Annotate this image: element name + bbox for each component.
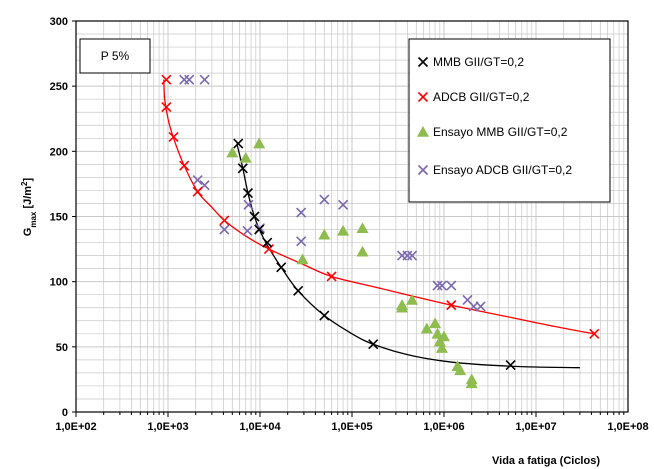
y-tick-label: 300 bbox=[50, 16, 68, 28]
y-tick-label: 100 bbox=[50, 277, 68, 289]
data-point bbox=[237, 163, 248, 174]
data-point bbox=[276, 262, 287, 273]
legend-marker bbox=[417, 164, 429, 176]
data-point bbox=[219, 215, 230, 226]
data-point bbox=[438, 330, 450, 342]
data-point bbox=[184, 74, 195, 85]
annotation-label: P 5% bbox=[101, 49, 130, 63]
data-point bbox=[199, 74, 210, 85]
y-tick-label: 50 bbox=[56, 342, 68, 354]
data-point bbox=[253, 137, 266, 149]
x-tick-label: 1,0E+02 bbox=[55, 421, 96, 433]
y-axis-title: Gmax [J/m2] bbox=[20, 177, 38, 236]
data-point bbox=[356, 245, 369, 257]
data-point bbox=[219, 224, 230, 235]
data-point bbox=[161, 101, 172, 113]
data-point bbox=[402, 250, 413, 261]
data-point bbox=[435, 342, 448, 353]
data-point bbox=[254, 224, 265, 235]
y-axis-title-sub: max bbox=[29, 211, 38, 228]
y-tick-label: 150 bbox=[50, 212, 68, 224]
legend-frame bbox=[408, 38, 611, 203]
legend-label: Ensayo ADCB GII/GT=0,2 bbox=[433, 163, 572, 177]
x-tick-label: 1,0E+03 bbox=[147, 421, 188, 433]
data-point bbox=[243, 199, 254, 210]
legend-label: ADCB GII/GT=0,2 bbox=[433, 90, 530, 104]
x-tick-label: 1,0E+05 bbox=[331, 421, 372, 433]
data-point bbox=[446, 280, 457, 291]
x-tick-label: 1,0E+04 bbox=[239, 421, 281, 433]
data-point bbox=[475, 301, 486, 312]
data-point bbox=[239, 151, 252, 163]
data-point bbox=[233, 138, 244, 149]
data-point bbox=[296, 236, 307, 247]
y-axis-title-unit: [J/m bbox=[22, 186, 34, 212]
data-point bbox=[432, 280, 443, 291]
data-point bbox=[293, 285, 304, 296]
data-point bbox=[429, 317, 442, 329]
data-point bbox=[296, 253, 309, 265]
data-point bbox=[242, 225, 253, 236]
data-point bbox=[505, 360, 516, 371]
data-point bbox=[337, 224, 350, 236]
data-point bbox=[431, 327, 444, 339]
x-tick-label: 1,0E+06 bbox=[423, 421, 464, 433]
data-point bbox=[326, 271, 337, 282]
data-point bbox=[319, 194, 330, 205]
data-point bbox=[242, 187, 254, 199]
y-axis-title-unit-sup: 2 bbox=[20, 181, 29, 186]
data-point bbox=[356, 222, 369, 234]
data-point bbox=[420, 322, 433, 334]
data-point bbox=[454, 364, 467, 376]
data-point bbox=[161, 74, 172, 85]
legend-marker bbox=[417, 126, 429, 137]
data-point bbox=[296, 207, 307, 218]
data-point bbox=[192, 174, 203, 186]
data-point bbox=[168, 131, 179, 143]
legend: MMB GII/GT=0,2 ADCB GII/GT=0,2 Ensayo MMB … bbox=[408, 38, 611, 203]
data-point bbox=[368, 339, 379, 350]
data-point bbox=[407, 250, 418, 261]
data-point bbox=[318, 228, 331, 240]
data-point bbox=[589, 328, 600, 339]
annotation-box: P 5% bbox=[79, 38, 151, 74]
data-point bbox=[396, 301, 409, 313]
data-point bbox=[262, 237, 273, 248]
y-axis-title-main: G bbox=[22, 228, 34, 237]
annotation-frame bbox=[79, 38, 151, 74]
data-point bbox=[446, 300, 457, 311]
y-tick-label: 250 bbox=[50, 81, 68, 93]
y-axis-ticks: 0 50 100 150 200 250 300 bbox=[50, 16, 76, 419]
data-point bbox=[226, 146, 239, 158]
data-point bbox=[249, 211, 260, 222]
data-point bbox=[406, 293, 419, 305]
x-axis-ticks: 1,0E+02 1,0E+03 1,0E+04 1,0E+05 1,0E+06 1,0E+… bbox=[55, 412, 649, 433]
data-point bbox=[319, 310, 330, 321]
data-point bbox=[465, 377, 478, 389]
fit-curve bbox=[236, 143, 580, 369]
y-axis-title-unit-end: ] bbox=[22, 177, 34, 181]
legend-label: MMB GII/GT=0,2 bbox=[433, 55, 524, 69]
legend-marker bbox=[417, 56, 429, 68]
data-point bbox=[436, 280, 448, 291]
legend-label: Ensayo MMB GII/GT=0,2 bbox=[433, 125, 568, 139]
legend-marker bbox=[417, 91, 429, 103]
data-point bbox=[179, 160, 190, 171]
y-tick-label: 0 bbox=[62, 407, 68, 419]
x-tick-label: 1,0E+08 bbox=[607, 421, 648, 433]
x-axis-title: Vida a fatiga (Ciclos) bbox=[492, 455, 600, 467]
x-tick-label: 1,0E+07 bbox=[515, 421, 556, 433]
fit-curve bbox=[163, 79, 595, 335]
y-tick-label: 200 bbox=[50, 146, 68, 158]
data-point bbox=[192, 186, 203, 197]
data-markers bbox=[161, 74, 600, 389]
fit-curves bbox=[163, 79, 595, 369]
data-point bbox=[338, 199, 349, 210]
